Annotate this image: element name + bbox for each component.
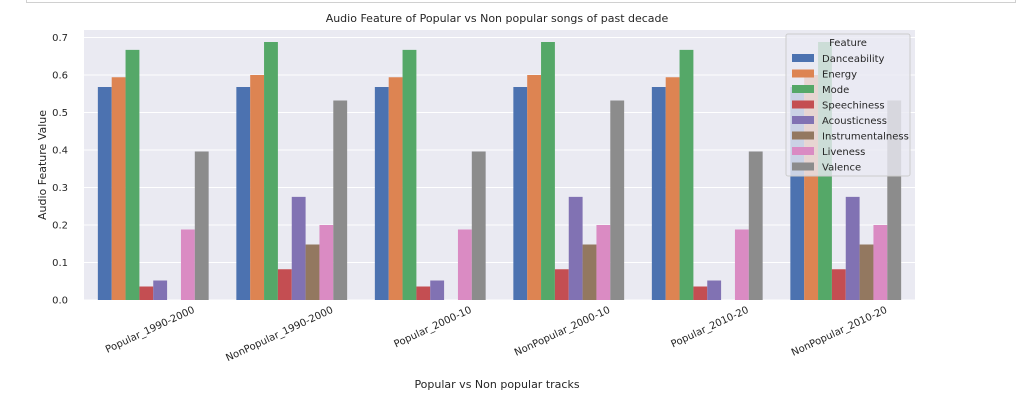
bar bbox=[457, 229, 472, 300]
x-tick-labels: Popular_1990-2000 NonPopular_1990-2000 Pop… bbox=[104, 305, 889, 364]
x-axis-label: Popular vs Non popular tracks bbox=[414, 378, 579, 391]
bar bbox=[582, 244, 597, 300]
bar bbox=[264, 42, 278, 300]
bar bbox=[679, 49, 694, 300]
bar bbox=[180, 229, 195, 300]
y-tick-label: 0.0 bbox=[52, 296, 68, 307]
bar bbox=[236, 87, 251, 300]
y-tick-labels: 0.0 0.1 0.2 0.3 0.4 0.5 0.6 0.7 bbox=[52, 33, 68, 307]
legend-entry: Liveness bbox=[822, 147, 865, 158]
bar bbox=[125, 49, 140, 300]
legend-title: Feature bbox=[829, 38, 867, 49]
legend-entry: Mode bbox=[822, 85, 849, 96]
legend-entry: Acousticness bbox=[822, 116, 887, 127]
bar bbox=[831, 269, 846, 300]
bar bbox=[97, 87, 112, 300]
y-tick-label: 0.5 bbox=[52, 108, 68, 119]
y-tick-label: 0.1 bbox=[52, 258, 68, 269]
bar bbox=[527, 75, 542, 300]
bar bbox=[333, 100, 348, 300]
bar bbox=[610, 100, 625, 300]
bar bbox=[430, 280, 445, 300]
bar bbox=[734, 229, 749, 300]
y-tick-label: 0.2 bbox=[52, 221, 68, 232]
bar bbox=[153, 280, 168, 300]
y-tick-label: 0.6 bbox=[52, 71, 68, 82]
bar bbox=[596, 225, 611, 300]
bar bbox=[374, 87, 389, 300]
bar bbox=[707, 280, 722, 300]
bar bbox=[513, 87, 528, 300]
window-top-border bbox=[26, 0, 1016, 3]
x-tick-label: Popular_1990-2000 bbox=[104, 305, 197, 356]
legend-swatch bbox=[792, 131, 814, 140]
legend-swatch bbox=[792, 162, 814, 171]
gridlines bbox=[84, 37, 915, 301]
bar bbox=[291, 196, 306, 300]
chart-title: Audio Feature of Popular vs Non popular … bbox=[326, 12, 669, 25]
bar bbox=[277, 269, 292, 300]
bar bbox=[554, 269, 569, 300]
legend-entry: Danceability bbox=[822, 54, 885, 65]
legend-swatch bbox=[792, 54, 814, 62]
bar bbox=[305, 244, 320, 300]
legend-swatch bbox=[792, 116, 814, 124]
bar bbox=[111, 77, 126, 300]
bar bbox=[873, 225, 888, 300]
legend-swatch bbox=[792, 69, 814, 78]
bar bbox=[416, 286, 431, 300]
legend-swatch bbox=[792, 85, 814, 93]
bar bbox=[845, 196, 860, 300]
bar bbox=[651, 87, 666, 300]
legend-entry: Instrumentalness bbox=[822, 132, 909, 143]
bar bbox=[402, 49, 417, 300]
y-tick-label: 0.3 bbox=[52, 183, 68, 194]
y-axis-label: Audio Feature Value bbox=[36, 110, 49, 220]
bar bbox=[250, 75, 265, 300]
x-tick-label: NonPopular_2000-10 bbox=[513, 305, 612, 359]
legend-entry: Speechiness bbox=[822, 101, 885, 112]
bar bbox=[319, 225, 334, 300]
bar bbox=[194, 151, 209, 300]
y-tick-label: 0.7 bbox=[52, 33, 68, 44]
bars bbox=[97, 42, 902, 300]
x-tick-label: Popular_2000-10 bbox=[392, 305, 473, 351]
bar bbox=[139, 286, 154, 300]
bar bbox=[665, 77, 680, 300]
legend-box bbox=[785, 33, 911, 177]
bar bbox=[471, 151, 486, 300]
y-tick-label: 0.4 bbox=[52, 146, 68, 157]
bar bbox=[859, 244, 874, 300]
legend-swatch bbox=[792, 147, 814, 155]
legend-swatch bbox=[792, 100, 814, 109]
bar bbox=[388, 77, 403, 300]
legend-entry: Valence bbox=[822, 163, 861, 174]
legend: Feature Danceability Energy Mode Speechines… bbox=[785, 33, 911, 177]
bar bbox=[748, 151, 763, 300]
bar bbox=[568, 196, 583, 300]
bar bbox=[693, 286, 708, 300]
x-tick-label: Popular_2010-20 bbox=[669, 305, 750, 351]
legend-entry: Energy bbox=[822, 70, 857, 81]
bar bbox=[541, 42, 555, 300]
x-tick-label: NonPopular_1990-2000 bbox=[224, 305, 335, 364]
x-tick-label: NonPopular_2010-20 bbox=[790, 305, 889, 359]
legend-items: Danceability Energy Mode Speechiness Acousti… bbox=[792, 54, 909, 174]
